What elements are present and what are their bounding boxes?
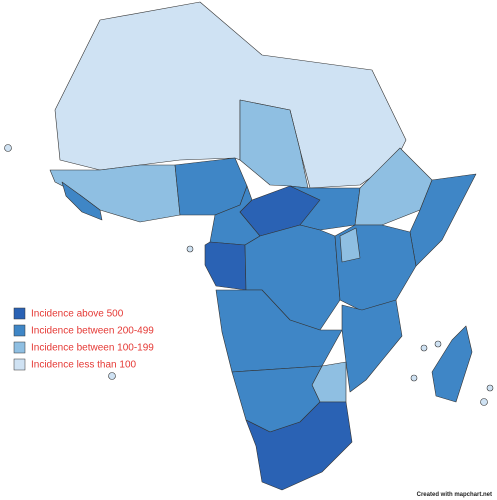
island — [410, 374, 418, 382]
legend-swatch — [13, 341, 26, 354]
legend-swatch — [13, 307, 26, 320]
legend-swatch — [13, 358, 26, 371]
island — [480, 398, 488, 406]
country-region — [61, 181, 103, 221]
legend-label: Incidence between 100-199 — [31, 343, 154, 354]
legend-label: Incidence above 500 — [31, 309, 124, 320]
country-region — [341, 299, 403, 393]
legend-label: Incidence between 200-499 — [31, 326, 154, 337]
country-region — [289, 185, 361, 231]
legend: Incidence above 500 Incidence between 200… — [13, 307, 154, 371]
island — [486, 384, 494, 392]
legend-swatch — [13, 324, 26, 337]
country-region — [339, 227, 361, 263]
regions — [49, 1, 477, 491]
country-region — [245, 401, 353, 491]
island — [4, 144, 12, 152]
island — [108, 372, 116, 380]
credit: Created with mapchart.net — [417, 492, 492, 498]
legend-label: Incidence less than 100 — [31, 360, 137, 371]
island — [420, 344, 428, 352]
country-region — [204, 241, 247, 291]
island — [434, 340, 442, 348]
islands — [4, 144, 494, 406]
country-region — [431, 325, 473, 403]
island — [186, 245, 194, 253]
